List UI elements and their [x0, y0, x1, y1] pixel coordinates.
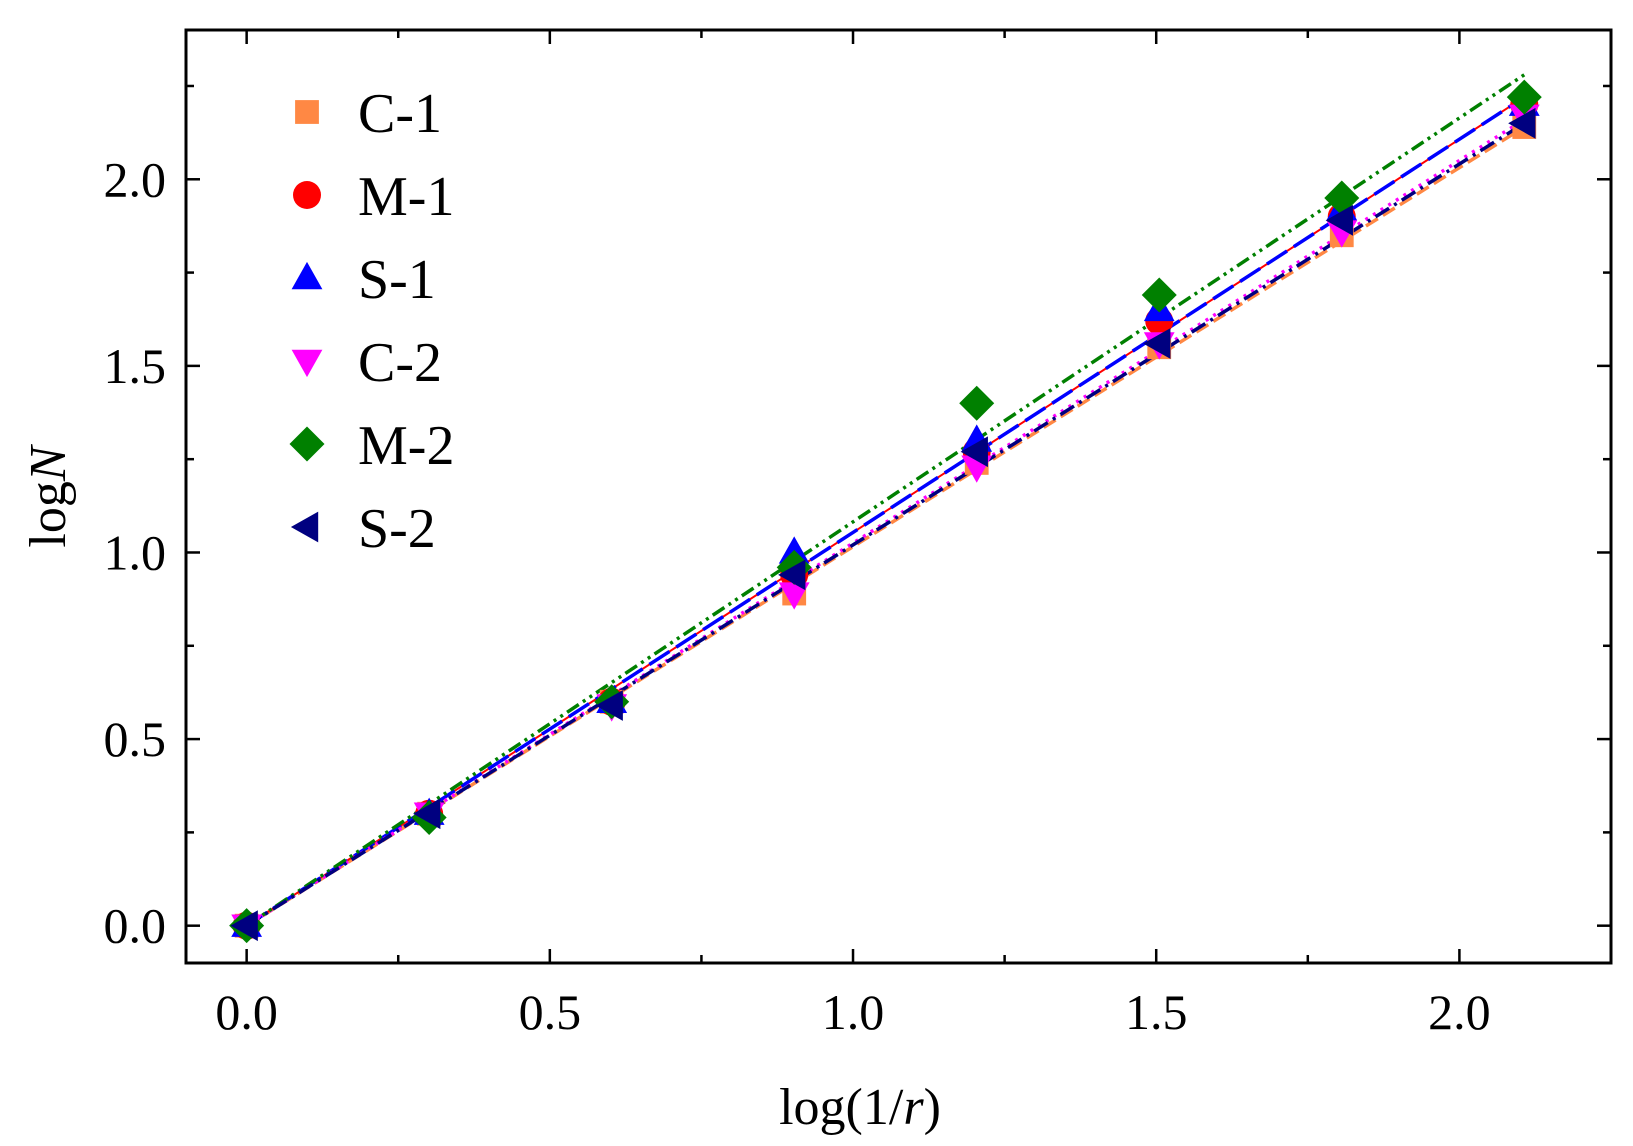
legend-label: M-2 — [358, 415, 454, 477]
y-tick-label: 0.0 — [104, 898, 167, 954]
y-tick-label: 0.5 — [104, 711, 167, 767]
x-tick-label: 2.0 — [1428, 984, 1491, 1040]
legend-marker-s-2 — [290, 511, 319, 543]
legend-marker-c-1 — [295, 100, 319, 124]
legend-label: S-2 — [358, 498, 436, 560]
x-tick-label: 0.0 — [215, 984, 278, 1040]
data-point-s-2 — [230, 910, 258, 942]
data-point-s-2 — [1325, 204, 1353, 236]
legend: C-1 M-1 S-1 C-2 M-2 S-2 — [289, 83, 454, 560]
legend-item-s-1: S-1 — [291, 249, 436, 311]
data-point-s-2 — [960, 436, 988, 468]
y-tick-label: 1.5 — [104, 338, 167, 394]
x-tick-label: 1.0 — [822, 984, 885, 1040]
fit-line-s-2 — [245, 121, 1526, 928]
legend-marker-s-1 — [291, 261, 323, 290]
plot-frame — [184, 28, 1613, 965]
data-point-s-2 — [1143, 328, 1171, 359]
y-axis-label: logN — [20, 443, 77, 547]
y-tick-label: 1.0 — [104, 524, 167, 580]
x-tick-label: 1.5 — [1125, 984, 1188, 1040]
data-point-s-2 — [1508, 107, 1536, 139]
legend-label: S-1 — [358, 249, 436, 311]
data-point-m-2 — [1506, 79, 1542, 115]
legend-label: C-2 — [358, 332, 442, 394]
axis-ticks — [186, 30, 1613, 963]
legend-item-c-2: C-2 — [291, 332, 442, 394]
x-tick-label: 0.5 — [519, 984, 582, 1040]
data-point-m-2 — [1141, 277, 1177, 313]
data-point-m-2 — [959, 385, 995, 421]
fit-line-m-2 — [245, 73, 1526, 928]
legend-item-m-1: M-1 — [293, 166, 454, 228]
tick-labels: 0.0 0.5 1.0 1.5 2.0 0.0 0.5 1.0 1.5 2.0 — [104, 151, 1491, 1040]
fit-line-s-1 — [245, 95, 1526, 928]
legend-label: C-1 — [358, 83, 442, 145]
legend-item-c-1: C-1 — [295, 83, 442, 145]
legend-item-m-2: M-2 — [289, 415, 454, 477]
legend-marker-m-1 — [293, 181, 321, 209]
data-point-c-2 — [778, 582, 810, 610]
data-markers — [229, 79, 1542, 944]
data-point-s-2 — [778, 559, 806, 591]
legend-item-s-2: S-2 — [290, 498, 436, 560]
data-point-s-2 — [595, 690, 623, 721]
x-axis-label: log(1/r) — [779, 1079, 941, 1136]
y-tick-label: 2.0 — [104, 151, 167, 207]
legend-marker-m-2 — [289, 426, 325, 462]
legend-marker-c-2 — [291, 349, 323, 378]
fit-lines — [245, 73, 1526, 928]
series-s-2 — [230, 107, 1536, 942]
data-point-s-2 — [413, 798, 441, 830]
legend-label: M-1 — [358, 166, 454, 228]
